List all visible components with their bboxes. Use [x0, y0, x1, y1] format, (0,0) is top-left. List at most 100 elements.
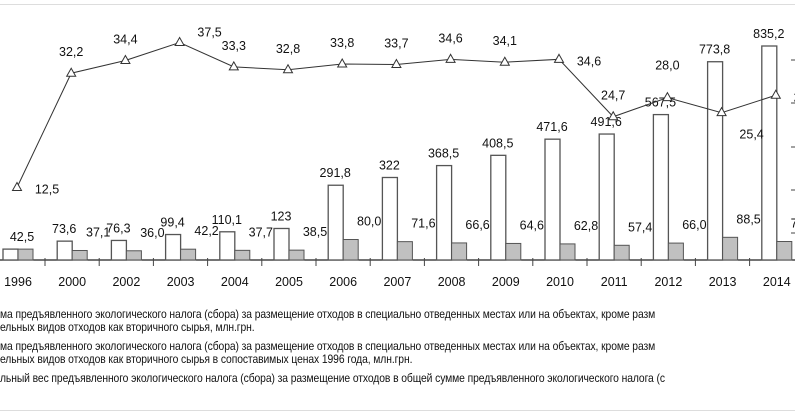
- bar-comparable-label: 37,1: [86, 225, 110, 239]
- triangle-marker-icon: [553, 53, 565, 63]
- bar-nominal-label: 408,5: [482, 136, 513, 150]
- x-tick-label: 2008: [438, 275, 466, 289]
- x-tick-label: 2005: [275, 275, 303, 289]
- bar-nominal-label: 322: [379, 158, 400, 172]
- bar-comparable-label: 36,0: [140, 226, 164, 240]
- x-tick-label: 2006: [329, 275, 357, 289]
- bar-nominal: [381, 176, 399, 261]
- bar-comparable: [71, 249, 88, 261]
- bar-comparable-label: 66,6: [465, 218, 489, 232]
- bar-comparable: [180, 248, 197, 261]
- triangle-marker-icon: [445, 53, 456, 63]
- bar-nominal: [327, 184, 344, 261]
- share-label: 33,7: [384, 37, 408, 51]
- bar-comparable: [288, 249, 305, 261]
- x-tick-label: 2010: [546, 275, 574, 289]
- bar-comparable: [667, 242, 684, 261]
- bar-comparable-label: 72,2: [791, 217, 795, 231]
- bar-comparable: [559, 243, 576, 261]
- bar-comparable-label: 64,6: [520, 218, 544, 232]
- bar-comparable: [451, 242, 468, 261]
- bar-comparable: [505, 242, 522, 261]
- top-divider: [0, 4, 795, 5]
- bar-comparable: [722, 236, 739, 261]
- share-label: 32,2: [59, 45, 83, 59]
- bar-nominal: [219, 231, 236, 261]
- x-tick-label: 2004: [221, 275, 249, 289]
- bar-comparable-label: 42,2: [194, 224, 218, 238]
- bar-nominal: [761, 45, 778, 261]
- bar-nominal: [435, 164, 453, 261]
- triangle-marker-icon: [336, 57, 348, 68]
- share-label: 28,4: [794, 90, 795, 104]
- share-label: 28,0: [655, 59, 679, 73]
- legend-text: ма предъявленного экологического налога …: [0, 308, 656, 321]
- bar-comparable-label: 37,7: [249, 225, 273, 239]
- bar-comparable-label: 88,5: [736, 212, 760, 226]
- x-tick-label: 2003: [167, 275, 195, 289]
- bar-nominal: [544, 138, 561, 261]
- x-tick-label: 2009: [492, 275, 520, 289]
- bar-nominal: [164, 233, 182, 261]
- bar-comparable: [125, 250, 142, 261]
- share-label: 34,6: [577, 54, 601, 68]
- bar-nominal-label: 368,5: [428, 147, 459, 161]
- x-tick-label: 1996: [4, 275, 32, 289]
- bar-nominal: [2, 248, 19, 261]
- triangle-marker-icon: [11, 181, 23, 191]
- x-tick-label: 2013: [709, 275, 737, 289]
- bar-comparable: [17, 248, 34, 261]
- bar-nominal-label: 73,6: [52, 222, 76, 236]
- triangle-marker-icon: [499, 56, 511, 66]
- legend-item-comparable: ма предъявленного экологического налога …: [0, 340, 795, 366]
- legend-text: льный вес предъявленного экологического …: [0, 371, 665, 385]
- legend-item-nominal: ма предъявленного экологического налога …: [0, 308, 795, 334]
- triangle-marker-icon: [607, 110, 619, 121]
- bar-nominal-label: 291,8: [320, 166, 351, 180]
- share-label: 34,4: [113, 32, 137, 46]
- legend: ма предъявленного экологического налога …: [0, 308, 795, 391]
- bar-nominal: [273, 227, 290, 261]
- bar-nominal-label: 99,4: [160, 216, 184, 230]
- share-label: 34,1: [493, 34, 517, 48]
- bar-nominal-label: 76,3: [106, 221, 130, 235]
- x-tick-label: 2007: [383, 275, 411, 289]
- legend-text: ельных видов отходов как вторичного сырь…: [0, 320, 255, 334]
- triangle-marker-icon: [282, 63, 294, 74]
- triangle-marker-icon: [65, 67, 77, 77]
- share-label: 25,4: [739, 128, 763, 142]
- bar-comparable: [396, 241, 413, 261]
- x-tick-label: 2014: [763, 275, 791, 289]
- share-label: 12,5: [35, 183, 59, 197]
- bar-nominal: [598, 133, 615, 261]
- x-tick-label: 2012: [654, 275, 682, 289]
- triangle-marker-icon: [120, 54, 131, 64]
- bar-comparable-label: 38,5: [303, 225, 327, 239]
- bar-comparable-label: 80,0: [357, 215, 381, 229]
- bar-nominal-label: 491,6: [591, 115, 622, 129]
- share-label: 34,6: [438, 31, 462, 45]
- bottom-divider: [0, 410, 795, 411]
- bar-comparable: [342, 239, 359, 261]
- bar-comparable: [234, 249, 251, 261]
- x-tick-label: 2000: [58, 275, 86, 289]
- share-label: 33,3: [222, 39, 246, 53]
- bar-comparable-label: 57,4: [628, 220, 652, 234]
- triangle-marker-icon: [174, 36, 185, 46]
- bar-nominal-label: 123: [271, 209, 292, 223]
- x-tick-label: 2011: [601, 275, 628, 289]
- bar-nominal-label: 835,2: [753, 27, 784, 41]
- share-label: 37,5: [197, 26, 221, 40]
- bar-comparable-label: 66,0: [682, 218, 706, 232]
- bar-nominal-label: 471,6: [536, 120, 567, 134]
- x-tick-label: 2002: [112, 275, 140, 289]
- bar-nominal: [110, 239, 128, 261]
- triangle-marker-icon: [716, 106, 727, 117]
- bar-nominal-label: 110,1: [212, 213, 242, 227]
- bar-comparable: [613, 244, 630, 261]
- legend-text: ельных видов отходов как вторичного сырь…: [0, 352, 413, 366]
- bar-nominal-label: 567,5: [645, 96, 676, 110]
- bar-comparable-label: 71,6: [411, 217, 435, 231]
- triangle-marker-icon: [391, 58, 402, 69]
- legend-item-share: льный вес предъявленного экологического …: [0, 372, 795, 385]
